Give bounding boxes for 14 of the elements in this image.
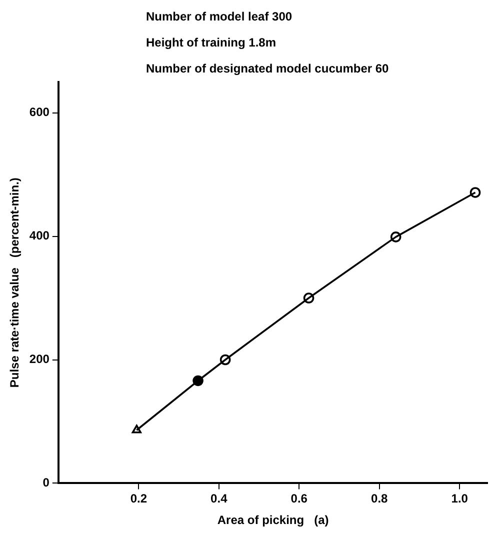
x-tick-label: 0.2 bbox=[130, 492, 148, 506]
text: Number of model leaf 300 bbox=[146, 9, 292, 24]
x-tick-label: 1.0 bbox=[451, 492, 468, 506]
x-tick-label: 0.4 bbox=[210, 492, 228, 506]
y-tick-label: 600 bbox=[29, 105, 50, 120]
text: Height of training 1.8m bbox=[146, 35, 276, 50]
y-tick-label: 0 bbox=[42, 476, 50, 490]
x-tick-label: 0.8 bbox=[371, 492, 388, 506]
y-tick-label: 400 bbox=[29, 228, 50, 243]
x-axis-title: Area of picking (a) bbox=[217, 513, 329, 528]
y-axis-title: Pulse rate·time value (percent-min.) bbox=[8, 178, 22, 388]
x-tick-label: 0.6 bbox=[290, 492, 308, 506]
y-tick-label: 200 bbox=[29, 352, 50, 366]
text: Number of designated model cucumber 60 bbox=[146, 61, 390, 76]
